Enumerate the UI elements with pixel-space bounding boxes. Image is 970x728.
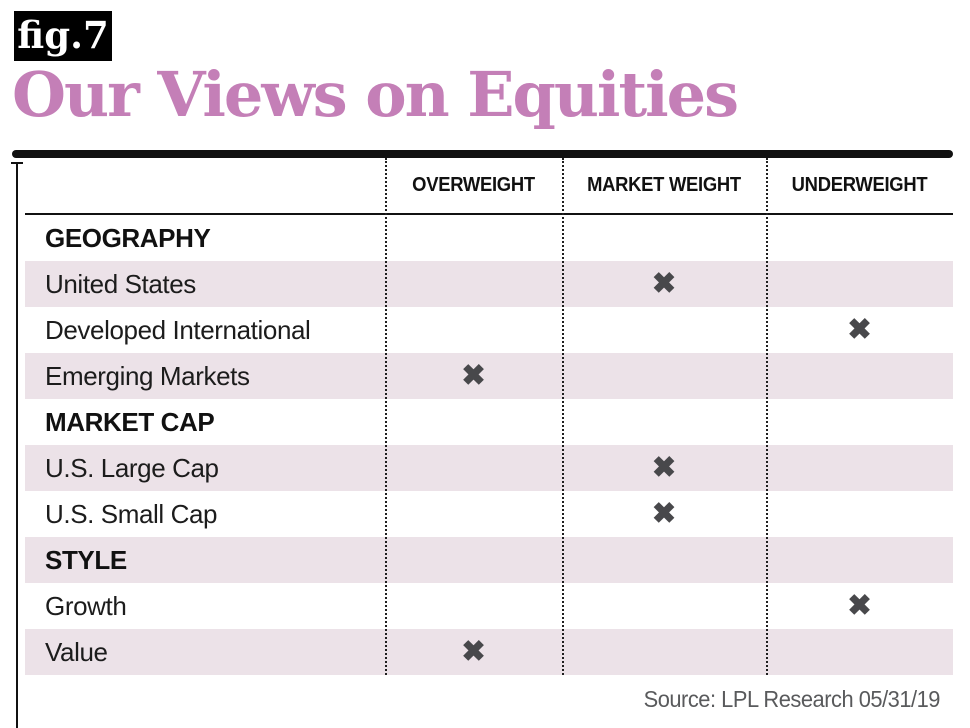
column-header-market-weight: MARKET WEIGHT	[587, 174, 741, 196]
page-title: Our Views on Equities	[12, 58, 739, 131]
table-row: STYLE	[25, 537, 953, 583]
table-row: Growth ✖	[25, 583, 953, 629]
row-label: GEOGRAPHY	[45, 222, 211, 253]
table-body: GEOGRAPHY United States ✖ Developed Inte…	[25, 215, 953, 675]
x-mark-icon: ✖	[847, 314, 872, 346]
table-row: Developed International ✖	[25, 307, 953, 353]
x-mark-icon: ✖	[461, 636, 486, 668]
title-rule	[12, 150, 953, 158]
cell-market-weight: ✖	[562, 491, 766, 537]
row-label: U.S. Large Cap	[45, 452, 219, 483]
row-label: Growth	[45, 590, 127, 621]
table-row: United States ✖	[25, 261, 953, 307]
row-label: Emerging Markets	[45, 360, 250, 391]
cell-market-weight: ✖	[562, 261, 766, 307]
table-row: U.S. Small Cap ✖	[25, 491, 953, 537]
x-mark-icon: ✖	[651, 268, 677, 300]
cell-overweight: ✖	[385, 353, 562, 399]
x-mark-icon: ✖	[461, 360, 486, 392]
cell-underweight: ✖	[766, 583, 953, 629]
row-label: Developed International	[45, 314, 311, 345]
left-axis-line	[11, 162, 23, 728]
column-header-overweight: OVERWEIGHT	[412, 174, 535, 196]
row-label: United States	[45, 268, 196, 299]
row-label: Value	[45, 636, 108, 667]
row-label: U.S. Small Cap	[45, 498, 218, 529]
row-label: MARKET CAP	[45, 406, 215, 437]
table-row: Value ✖	[25, 629, 953, 675]
equity-views-table: OVERWEIGHT MARKET WEIGHT UNDERWEIGHT GEO…	[25, 158, 953, 675]
figure-number-badge: fig.7	[14, 11, 112, 61]
x-mark-icon: ✖	[651, 452, 677, 484]
source-note: Source: LPL Research 05/31/19	[643, 686, 941, 712]
table-row: GEOGRAPHY	[25, 215, 953, 261]
column-header-underweight: UNDERWEIGHT	[791, 174, 928, 196]
cell-market-weight: ✖	[562, 445, 766, 491]
cell-overweight: ✖	[385, 629, 562, 675]
left-axis-tick	[11, 162, 23, 164]
x-mark-icon: ✖	[847, 590, 872, 622]
table-header-row: OVERWEIGHT MARKET WEIGHT UNDERWEIGHT	[25, 158, 953, 215]
column-separator-2	[562, 158, 564, 675]
column-separator-1	[385, 158, 387, 675]
column-separator-3	[766, 158, 768, 675]
x-mark-icon: ✖	[651, 498, 677, 530]
table-row: U.S. Large Cap ✖	[25, 445, 953, 491]
table-row: MARKET CAP	[25, 399, 953, 445]
table-row: Emerging Markets ✖	[25, 353, 953, 399]
cell-underweight: ✖	[766, 307, 953, 353]
row-label: STYLE	[45, 544, 127, 575]
